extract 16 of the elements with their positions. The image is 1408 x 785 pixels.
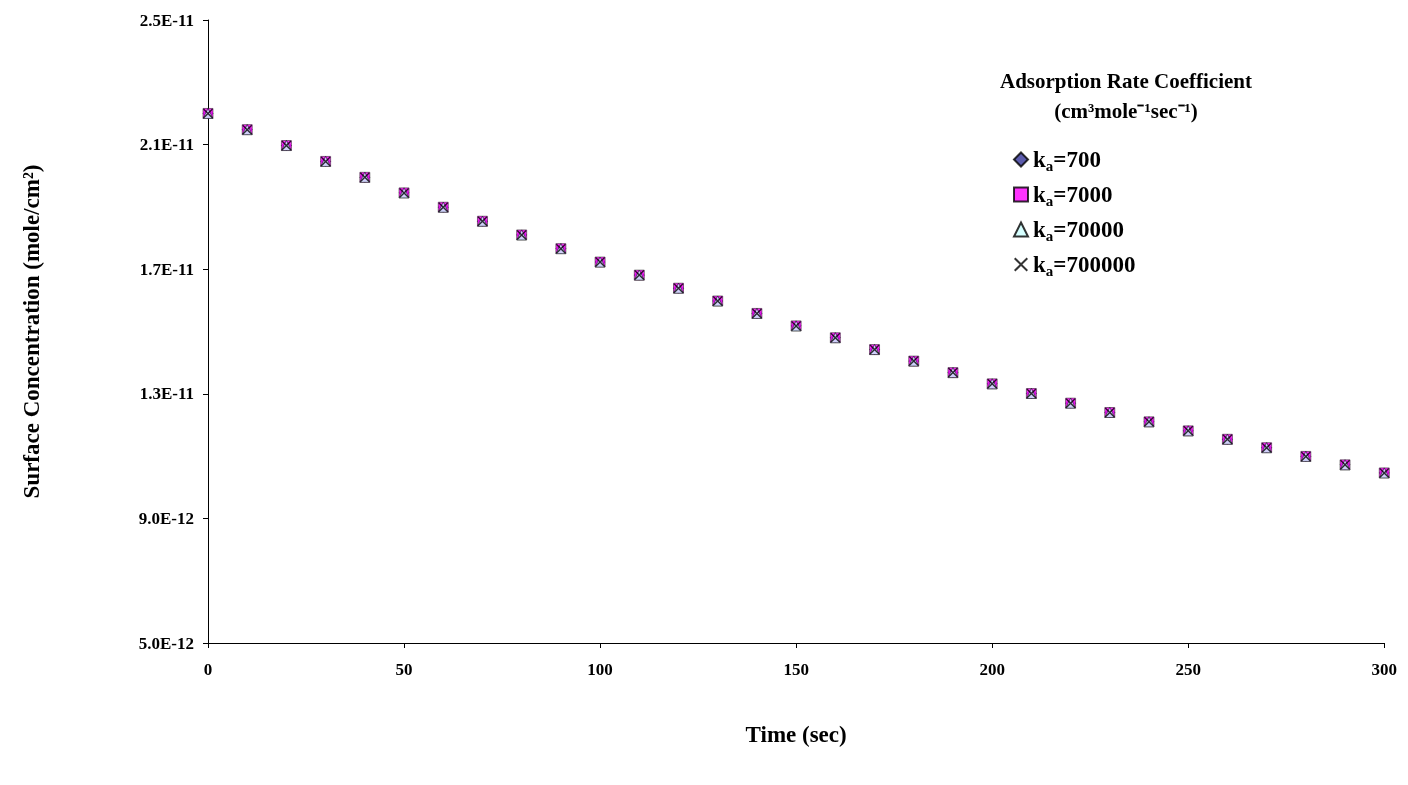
x-tick-label: 300 <box>1371 660 1397 679</box>
y-tick-label: 2.1E-11 <box>139 135 194 155</box>
y-tick-label: 1.7E-11 <box>139 259 194 279</box>
legend-title: Adsorption Rate Coefficient (cm³mole⁻¹sec⁻¹) <box>1000 68 1252 123</box>
x-tick-label: 100 <box>587 660 613 679</box>
x-tick-label: 250 <box>1175 660 1201 679</box>
y-tick-label: 9.0E-12 <box>138 508 194 528</box>
y-tick-label: 1.3E-11 <box>139 384 194 404</box>
x-tick-label: 50 <box>395 660 413 679</box>
x-tick-label: 200 <box>979 660 1005 679</box>
x-axis-title: Time (sec) <box>745 722 847 747</box>
x-tick-label: 0 <box>203 660 213 679</box>
y-tick-label: 2.5E-11 <box>139 10 194 30</box>
x-tick-label: 150 <box>783 660 809 679</box>
y-tick-label: 5.0E-12 <box>138 633 194 653</box>
y-axis-title: Surface Concentration (mole/cm²) <box>19 164 44 499</box>
